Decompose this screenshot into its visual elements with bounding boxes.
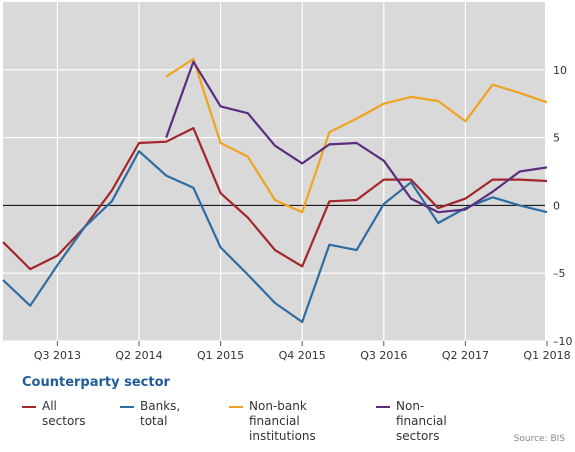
source-note: Source: BIS (513, 434, 565, 444)
legend-swatch-non-financial-sectors (376, 406, 390, 408)
plot-background (3, 2, 545, 341)
y-tick-labels: –10 –5 0 5 10 (553, 64, 573, 348)
legend-label-banks-total: Banks, total (140, 399, 181, 428)
series-line-banks-total (2, 150, 548, 324)
legend-label-non-financial-sectors: Non-financial sectors (396, 399, 447, 443)
legend-swatch-banks-total (120, 406, 134, 408)
legend-label-non-bank-financial: Non-bank financial institutions (249, 399, 316, 443)
x-tick-label: Q2 2017 (442, 349, 489, 362)
legend-title: Counterparty sector (22, 375, 170, 390)
series-line-non-bank-financial-institutions (165, 57, 548, 214)
grid-layer (3, 2, 548, 342)
x-tick-label: Q3 2013 (34, 349, 81, 362)
x-tick-labels: Q3 2013 Q2 2014 Q1 2015 Q4 2015 Q3 2016 Q2 20… (34, 341, 571, 362)
legend-label-all-sectors: All sectors (42, 399, 86, 428)
legend: All sectors Banks, total Non-bank financ… (22, 399, 562, 443)
y-tick-label: –10 (553, 335, 573, 348)
series-line-all-sectors (2, 127, 548, 271)
x-tick-label: Q1 2018 (523, 349, 570, 362)
series-line-non-financial-sectors (165, 60, 548, 214)
x-tick-label: Q4 2015 (279, 349, 326, 362)
y-tick-label: 10 (553, 64, 567, 77)
y-tick-label: 0 (553, 199, 560, 212)
x-tick-label: Q2 2014 (115, 349, 162, 362)
series-layer (2, 57, 548, 324)
x-tick-label: Q1 2015 (197, 349, 244, 362)
y-tick-label: –5 (553, 267, 566, 280)
y-tick-label: 5 (553, 132, 560, 145)
x-tick-label: Q3 2016 (360, 349, 407, 362)
legend-swatch-all-sectors (22, 406, 36, 408)
legend-swatch-non-bank-financial (229, 406, 243, 408)
